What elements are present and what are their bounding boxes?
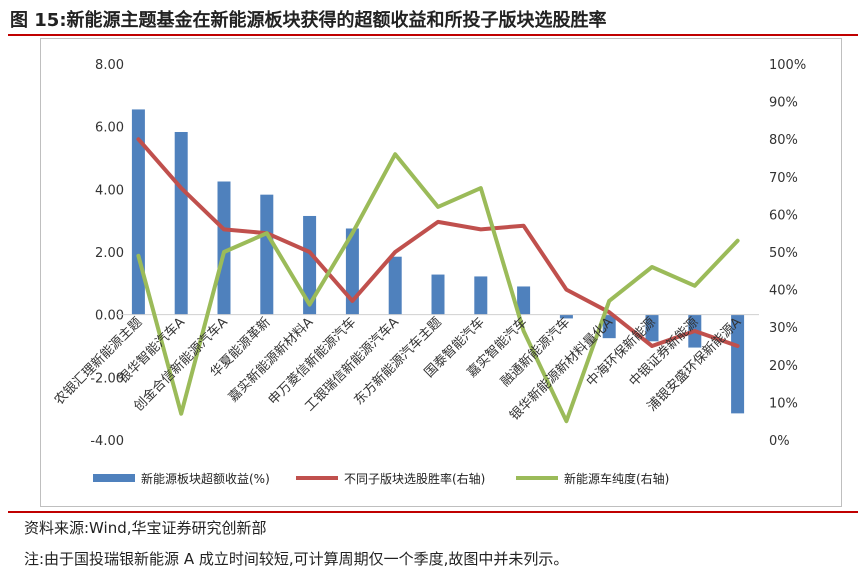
bar	[217, 181, 231, 315]
bar	[559, 314, 573, 319]
legend-label: 新能源板块超额收益(%)	[141, 471, 270, 486]
y2-tick-label: 100%	[769, 58, 806, 73]
y2-tick-label: 40%	[769, 284, 798, 299]
y-tick-label: 2.00	[95, 246, 124, 261]
y2-tick-label: 0%	[769, 434, 790, 449]
y-tick-label: 0.00	[95, 309, 124, 324]
bar	[388, 256, 402, 315]
y2-tick-label: 80%	[769, 133, 798, 148]
y-tick-label: 6.00	[95, 121, 124, 136]
y2-tick-label: 20%	[769, 359, 798, 374]
y2-tick-label: 60%	[769, 208, 798, 223]
bottom-divider	[8, 511, 858, 513]
bar	[260, 194, 274, 315]
chart-frame: 8.00 6.00 4.00 2.00 0.00 -2.00 -4.00 100% 90% 80%…	[40, 38, 842, 507]
y2-tick-label: 50%	[769, 246, 798, 261]
bar	[303, 215, 317, 315]
y2-tick-label: 70%	[769, 171, 798, 186]
legend-label: 新能源车纯度(右轴)	[564, 471, 669, 486]
note-text: 注:由于国投瑞银新能源 A 成立时间较短,可计算周期仅一个季度,故图中并未列示。	[24, 550, 569, 568]
y2-tick-label: 30%	[769, 321, 798, 336]
y-tick-label: -2.00	[90, 371, 124, 386]
y-tick-label: 8.00	[95, 58, 124, 73]
figure-title: 图 15:新能源主题基金在新能源板块获得的超额收益和所投子版块选股胜率	[10, 10, 607, 31]
bar	[645, 314, 659, 342]
bar	[345, 228, 359, 315]
source-text: 资料来源:Wind,华宝证券研究创新部	[24, 519, 267, 537]
y-tick-label: 4.00	[95, 183, 124, 198]
bar	[174, 131, 188, 315]
y-tick-label: -4.00	[90, 434, 124, 449]
bar	[731, 314, 745, 414]
bar	[517, 286, 531, 315]
legend-swatch	[93, 474, 135, 482]
y2-tick-label: 90%	[769, 96, 798, 111]
bar	[431, 274, 445, 315]
bar	[602, 314, 616, 339]
series-line	[136, 152, 740, 424]
legend-label: 不同子版块选股胜率(右轴)	[344, 471, 485, 486]
y2-tick-label: 10%	[769, 396, 798, 411]
bar	[474, 276, 488, 315]
chart-svg: 8.00 6.00 4.00 2.00 0.00 -2.00 -4.00 100% 90% 80%…	[51, 58, 806, 486]
series-line	[136, 137, 740, 348]
top-divider	[8, 34, 858, 36]
